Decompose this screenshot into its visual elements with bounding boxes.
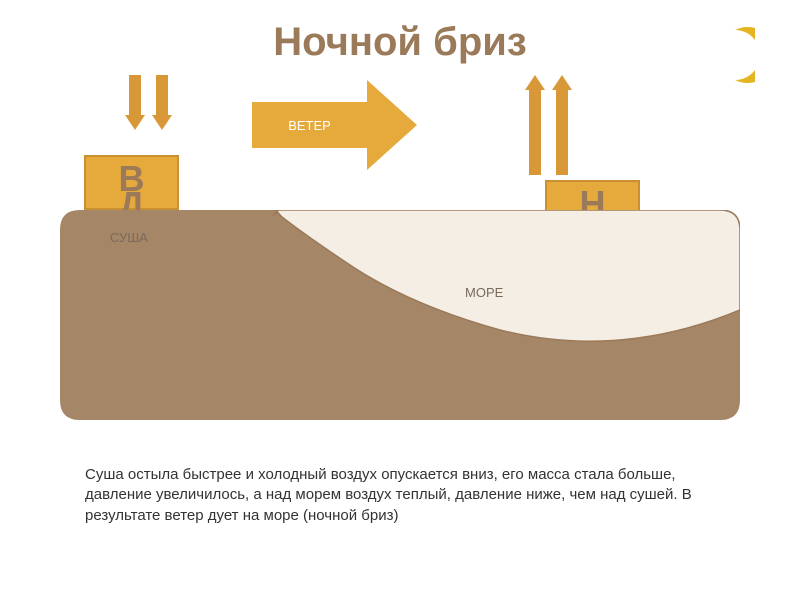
up-arrow-icon xyxy=(552,75,572,175)
diagram-title: Ночной бриз xyxy=(273,20,526,65)
wind-arrow-head-icon xyxy=(367,80,417,170)
land-sea-diagram xyxy=(60,210,740,420)
wind-direction-arrow: ВЕТЕР xyxy=(252,80,417,170)
land-label: СУША xyxy=(110,230,148,245)
high-pressure-box: В Д xyxy=(84,155,179,210)
down-arrow-icon xyxy=(125,75,145,130)
wind-arrow-label: ВЕТЕР xyxy=(252,102,367,148)
sea-label: МОРЕ xyxy=(465,285,503,300)
up-arrow-icon xyxy=(525,75,545,175)
cold-air-down-arrows xyxy=(125,75,175,135)
warm-air-up-arrows xyxy=(525,75,575,180)
down-arrow-icon xyxy=(152,75,172,130)
description-text: Суша остыла быстрее и холодный воздух оп… xyxy=(85,465,700,526)
moon-icon xyxy=(695,25,755,85)
